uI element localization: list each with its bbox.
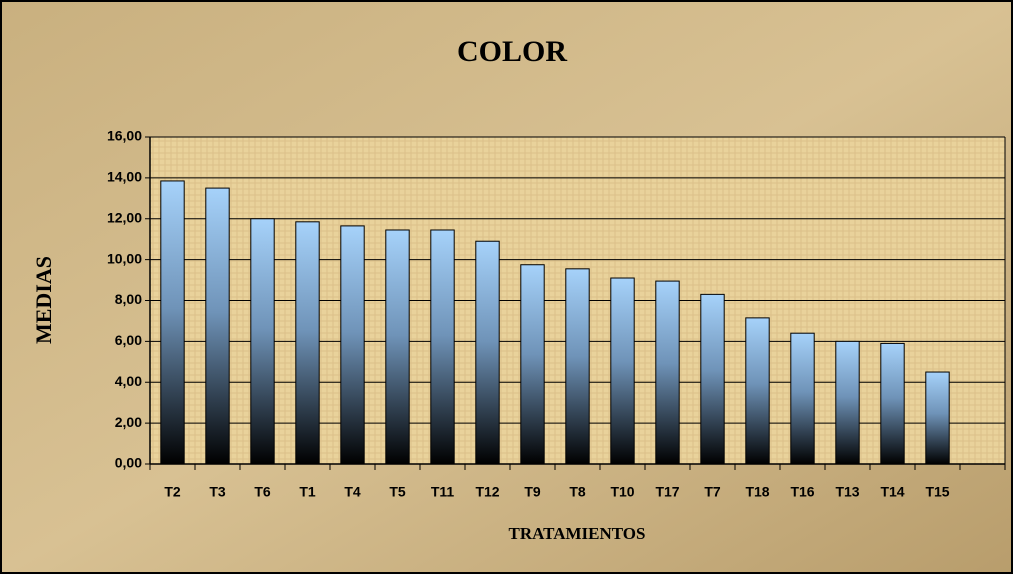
x-tick-label: T9 <box>524 484 541 500</box>
bar <box>880 342 905 465</box>
bar <box>610 277 635 465</box>
x-tick-label: T17 <box>655 484 679 500</box>
x-tick-label: T15 <box>925 484 949 500</box>
y-tick-label: 6,00 <box>115 332 142 348</box>
bar <box>655 280 680 465</box>
bar <box>295 221 320 465</box>
x-tick-label: T10 <box>610 484 634 500</box>
y-tick-label: 10,00 <box>107 250 142 266</box>
bar <box>745 317 770 465</box>
x-tick-label: T7 <box>704 484 721 500</box>
bar <box>205 187 230 465</box>
bar <box>160 180 185 465</box>
x-tick-label: T4 <box>344 484 361 500</box>
y-tick-label: 14,00 <box>107 169 142 185</box>
x-tick-label: T1 <box>299 484 316 500</box>
y-tick-label: 0,00 <box>115 455 142 471</box>
chart-title: COLOR <box>457 35 567 68</box>
bar <box>925 371 950 465</box>
bar <box>385 229 410 465</box>
bar <box>430 229 455 465</box>
y-axis-title: MEDIAS <box>31 256 56 344</box>
x-axis-title: TRATAMIENTOS <box>509 524 646 543</box>
bar <box>790 332 815 465</box>
x-tick-label: T6 <box>254 484 271 500</box>
x-tick-label: T11 <box>431 484 455 500</box>
bar <box>475 240 500 465</box>
x-tick-label: T16 <box>790 484 814 500</box>
bar <box>835 340 860 465</box>
x-tick-label: T13 <box>835 484 859 500</box>
x-tick-label: T2 <box>164 484 181 500</box>
bar <box>565 268 590 465</box>
x-tick-label: T12 <box>475 484 499 500</box>
bar <box>520 264 545 465</box>
x-tick-label: T5 <box>389 484 406 500</box>
x-tick-label: T18 <box>745 484 769 500</box>
y-tick-label: 2,00 <box>115 414 142 430</box>
x-tick-label: T8 <box>569 484 586 500</box>
y-tick-label: 16,00 <box>107 128 142 144</box>
x-tick-label: T3 <box>209 484 226 500</box>
y-tick-label: 12,00 <box>107 209 142 225</box>
y-tick-label: 8,00 <box>115 291 142 307</box>
bar <box>250 218 275 465</box>
x-tick-label: T14 <box>880 484 904 500</box>
bar <box>340 225 365 465</box>
bar <box>700 293 725 465</box>
y-tick-label: 4,00 <box>115 373 142 389</box>
